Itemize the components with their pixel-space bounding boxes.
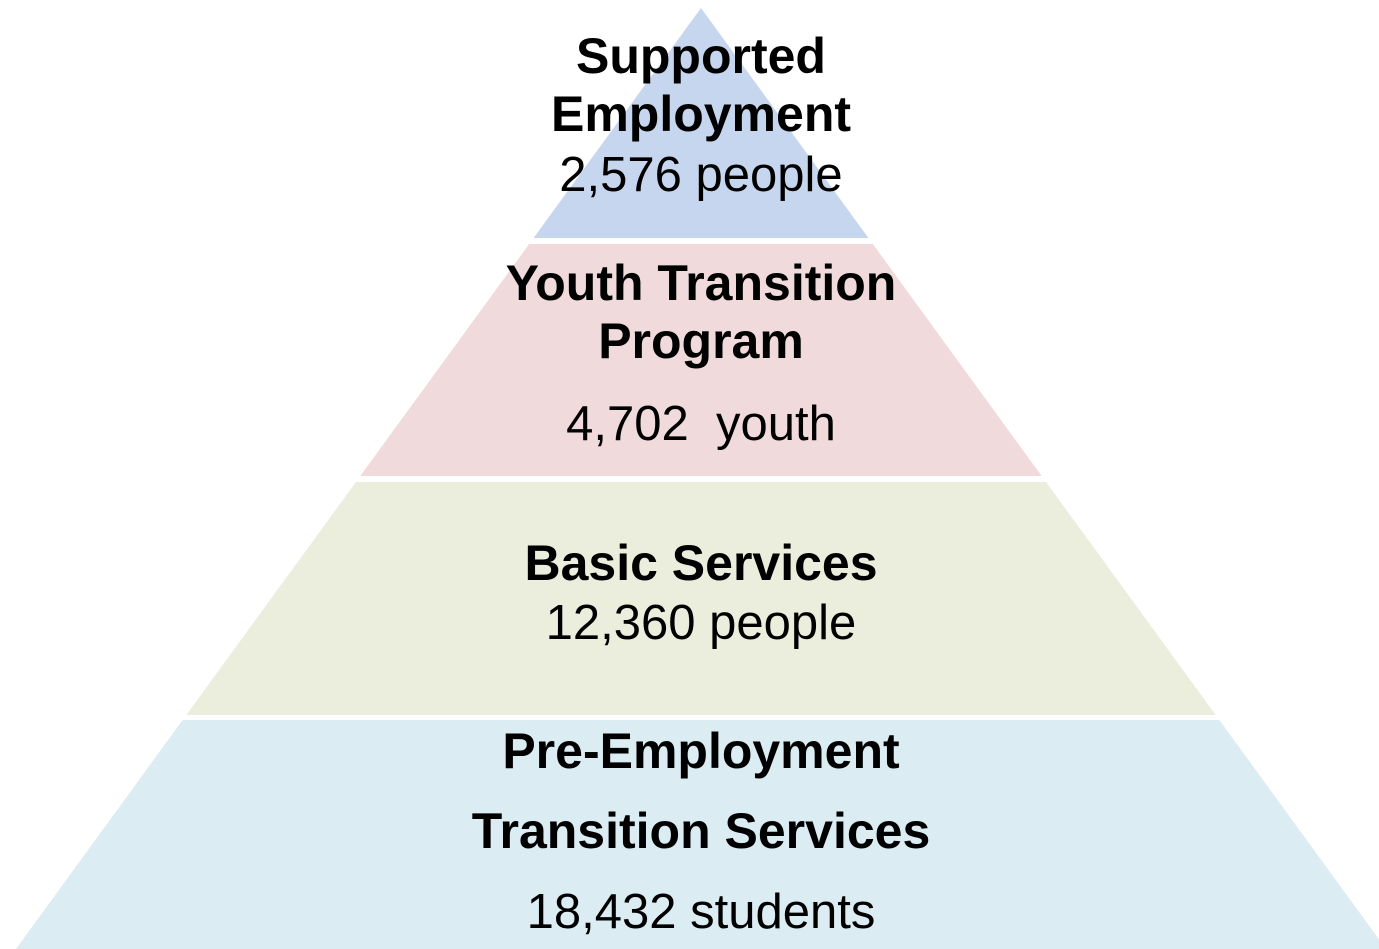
level-title: Pre-Employment	[502, 723, 900, 779]
level-title: Supported	[576, 28, 826, 84]
level-title: Youth Transition	[506, 255, 897, 311]
level-title: Basic Services	[524, 535, 877, 591]
pyramid-level	[186, 482, 1216, 715]
pyramid-level	[360, 244, 1042, 476]
pyramid-level	[15, 720, 1379, 949]
level-title: Employment	[551, 86, 851, 142]
pyramid-level	[533, 8, 869, 238]
level-count: 4,702 youth	[566, 397, 836, 451]
level-count: 18,432 students	[527, 885, 876, 939]
level-title: Transition Services	[472, 803, 931, 859]
level-count: 12,360 people	[546, 596, 857, 650]
level-title: Program	[598, 313, 804, 369]
level-count: 2,576 people	[559, 148, 842, 202]
